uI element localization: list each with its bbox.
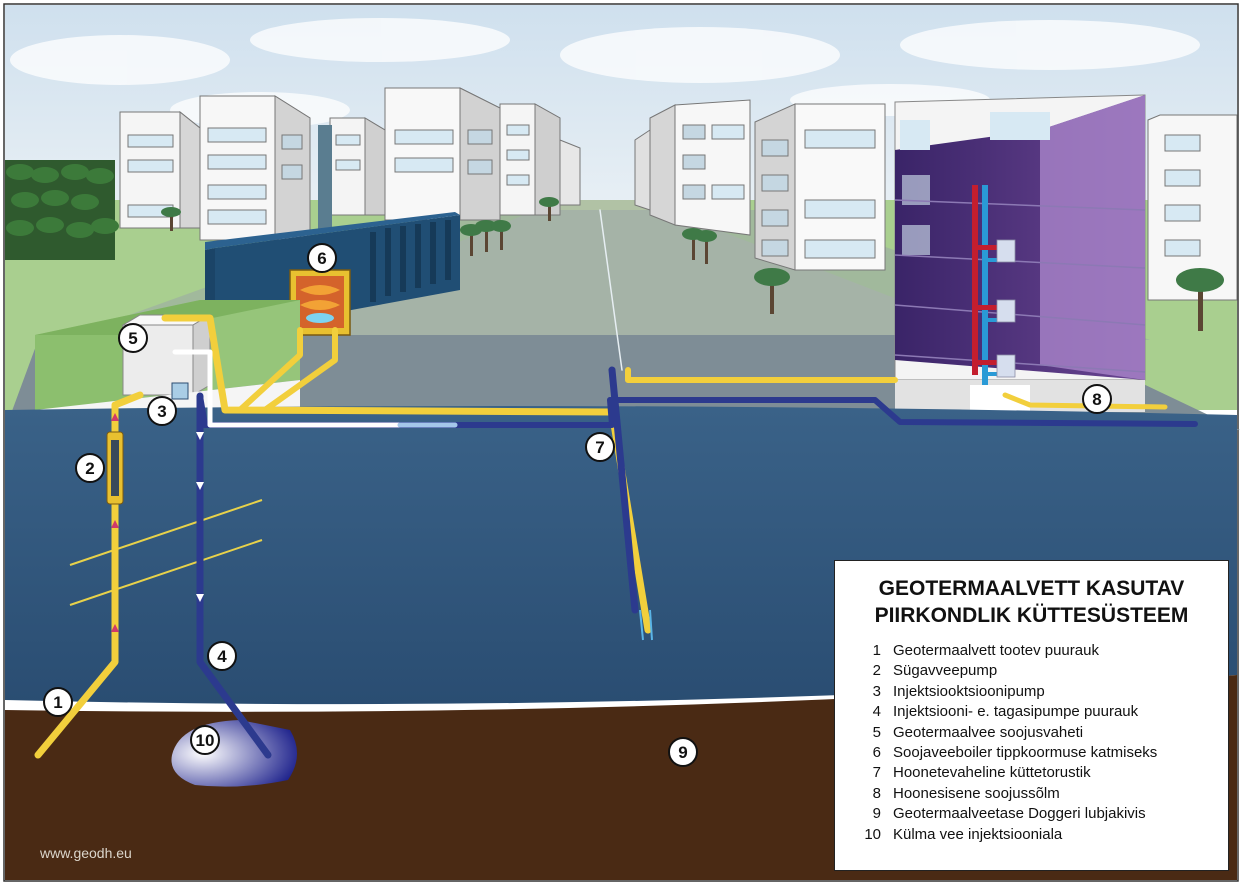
forest-left: [5, 160, 119, 260]
marker-circle: [668, 737, 698, 767]
marker-circle: [43, 687, 73, 717]
street-light-line: [599, 209, 623, 371]
legend-label: Geotermaalvee soojusvaheti: [893, 723, 1084, 741]
white-return-pipe: [172, 349, 403, 428]
number-markers: 1 2 3 4 5 6 7 8 9 10: [43, 243, 1112, 767]
legend-number: 1: [872, 642, 881, 659]
cold-deep-pipe: [608, 366, 639, 614]
legend-label: Geotermaalvett tootev puurauk: [893, 642, 1099, 659]
marker-circle: [75, 453, 105, 483]
legend-label: Geotermaalveetase Doggeri lubjakivis: [893, 805, 1146, 823]
marker-label: 6: [317, 249, 326, 268]
legend-item: 4 Injektsiooni- e. tagasipumpe puurauk: [851, 702, 1212, 722]
legend-item: 6 Soojaveeboiler tippkoormuse katmiseks: [851, 743, 1212, 763]
legend-list: 1 Geotermaalvett tootev puurauk 2 Sügavvee…: [851, 641, 1212, 845]
marker-label: 2: [85, 459, 94, 478]
title-line-1: GEOTERMAALVETT KASUTAV: [878, 577, 1185, 600]
marker-circle: [147, 396, 177, 426]
legend-label: Injektsiooni- e. tagasipumpe puurauk: [893, 703, 1139, 721]
marker-circle: [1082, 384, 1112, 414]
legend-item: 10 Külma vee injektsiooniala: [851, 825, 1212, 845]
legend-label: Injektsiooktsioonipump: [893, 682, 1045, 700]
hot-branch-boiler: [237, 327, 303, 413]
marker-label: 8: [1092, 390, 1101, 409]
legend-item: 3 Injektsiooktsioonipump: [851, 682, 1212, 702]
legend-item: 7 Hoonetevaheline küttetorustik: [851, 763, 1212, 783]
marker-circle: [207, 641, 237, 671]
hot-branch-boiler-2: [262, 327, 338, 413]
legend-label: Hoonesisene soojussõlm: [893, 784, 1060, 802]
marker-10: 10: [190, 725, 220, 755]
cut-line-top: [69, 499, 263, 566]
marker-label: 1: [53, 693, 62, 712]
legend-number: 3: [872, 682, 881, 700]
website-credit: www.geodh.eu: [40, 845, 132, 861]
chimney: [318, 125, 332, 230]
legend-number: 6: [872, 744, 881, 762]
title-line-2: PIIRKONDLIK KÜTTESÜSTEEM: [874, 604, 1189, 627]
legend-number: 8: [872, 784, 881, 802]
legend-number: 5: [872, 723, 881, 741]
down-flow-arrows: [196, 432, 204, 602]
hot-secondary-building: [1002, 392, 1168, 410]
trees: [161, 197, 1224, 331]
diagram-title: GEOTERMAALVETT KASUTAV PIIRKONDLIK KÜTTE…: [851, 575, 1212, 629]
buildings-right: [634, 99, 1238, 301]
marker-label: 4: [217, 647, 227, 666]
legend-item: 5 Geotermaalvee soojusvaheti: [851, 723, 1212, 743]
legend-label: Hoonetevaheline küttetorustik: [893, 764, 1091, 782]
marker-6: 6: [307, 243, 337, 273]
production-well-pipe: [34, 391, 144, 759]
marker-label: 5: [128, 329, 137, 348]
marker-2: 2: [75, 453, 105, 483]
marker-5: 5: [118, 323, 148, 353]
legend-item: 1 Geotermaalvett tootev puurauk: [851, 641, 1212, 661]
deep-water-pump: [106, 431, 124, 505]
marker-9: 9: [668, 737, 698, 767]
legend-number: 4: [872, 703, 881, 721]
marker-circle: [307, 243, 337, 273]
marker-label: 7: [595, 438, 604, 457]
marker-1: 1: [43, 687, 73, 717]
up-flow-arrows: [111, 413, 119, 632]
pipe-tips: [639, 609, 653, 641]
apartment-building: [894, 94, 1146, 413]
legend-item: 8 Hoonesisene soojussõlm: [851, 784, 1212, 804]
marker-8: 8: [1082, 384, 1112, 414]
legend-number: 7: [872, 764, 881, 782]
buildings-left: [119, 87, 581, 241]
marker-7: 7: [585, 432, 615, 462]
legend-number: 10: [864, 825, 881, 843]
hot-supply-to-building: [625, 367, 898, 383]
legend-panel: GEOTERMAALVETT KASUTAV PIIRKONDLIK KÜTTE…: [834, 560, 1229, 871]
marker-label: 9: [678, 743, 687, 762]
marker-circle: [118, 323, 148, 353]
legend-label: Külma vee injektsiooniala: [893, 825, 1063, 843]
marker-circle: [585, 432, 615, 462]
legend-label: Soojaveeboiler tippkoormuse katmiseks: [893, 744, 1158, 762]
legend-number: 9: [872, 805, 881, 823]
legend-label: Sügavveepump: [893, 662, 998, 680]
legend-item: 2 Sügavveepump: [851, 661, 1212, 681]
legend-number: 2: [872, 662, 881, 680]
legend-item: 9 Geotermaalveetase Doggeri lubjakivis: [851, 804, 1212, 824]
marker-circle: [190, 725, 220, 755]
marker-4: 4: [207, 641, 237, 671]
cut-line-bottom: [69, 539, 263, 606]
frame-border: [3, 3, 1239, 882]
marker-label: 10: [196, 731, 215, 750]
marker-3: 3: [147, 396, 177, 426]
marker-label: 3: [157, 402, 166, 421]
